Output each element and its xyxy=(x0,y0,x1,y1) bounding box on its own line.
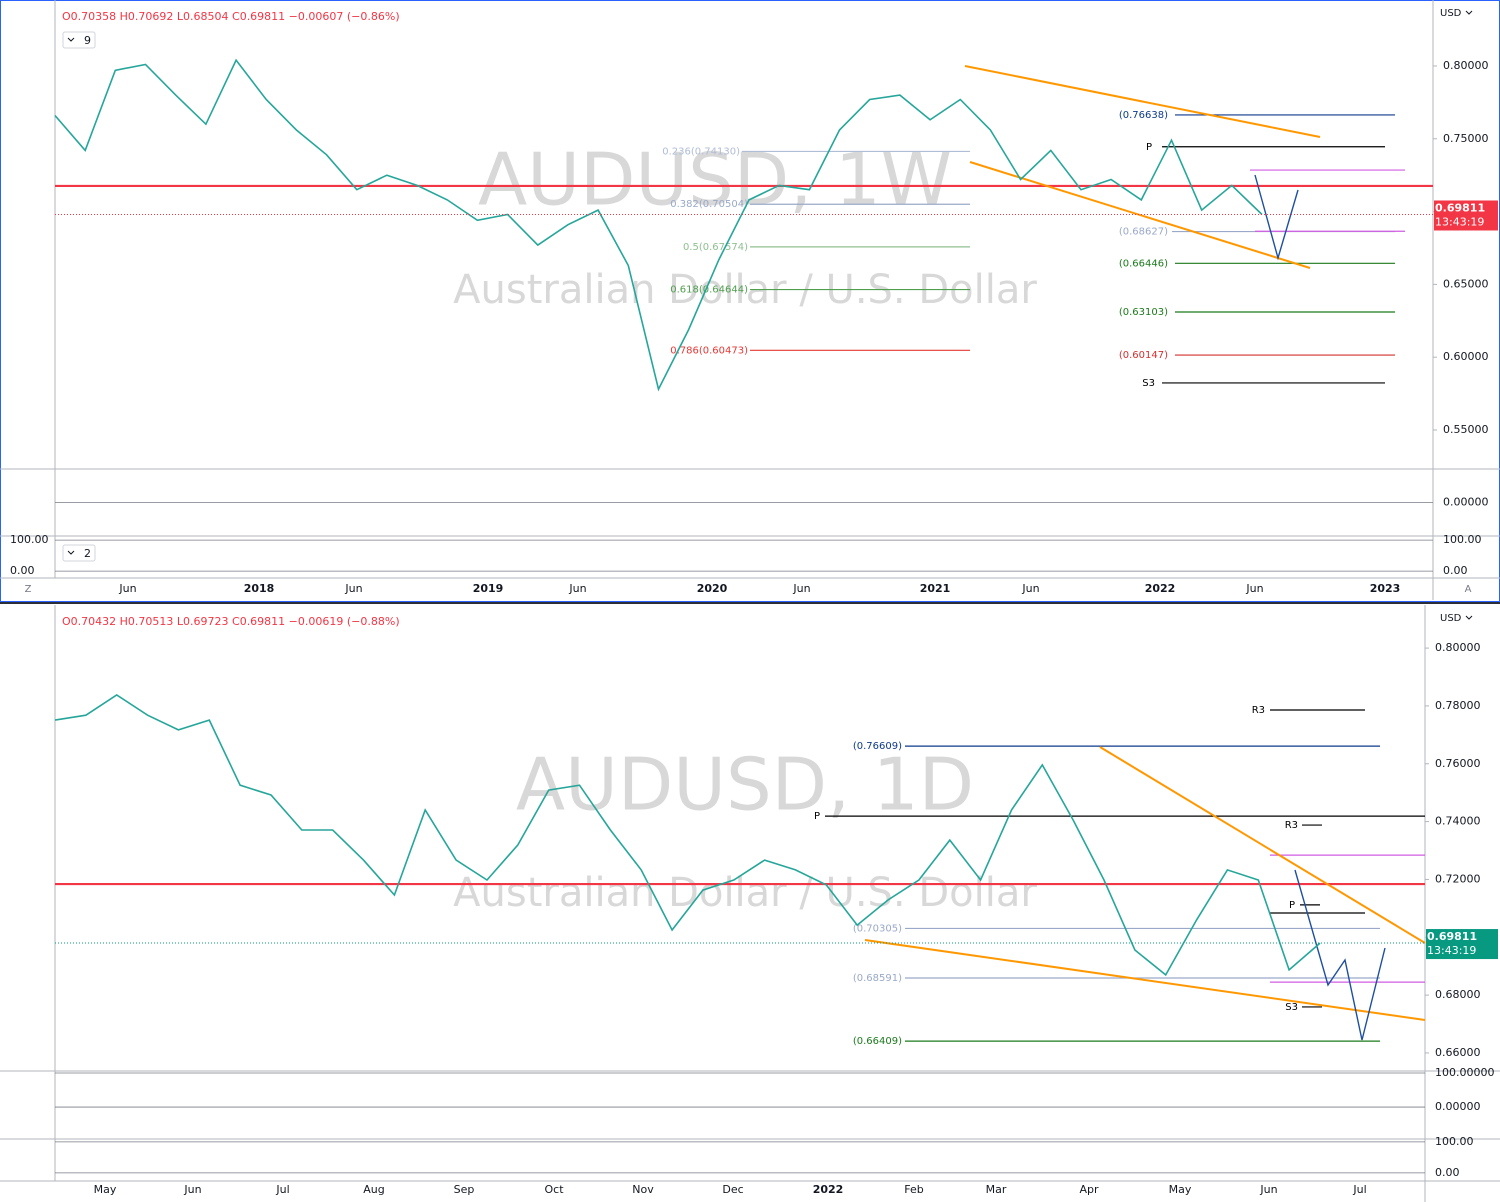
input-chevron xyxy=(67,550,75,555)
x-tick-label: Jun xyxy=(118,582,136,595)
level-label: R3 xyxy=(1285,820,1298,831)
ohlc-legend: O0.70358 H0.70692 L0.68504 C0.69811 −0.0… xyxy=(62,10,400,23)
x-tick-label: Oct xyxy=(544,1183,564,1196)
price-line xyxy=(54,693,1321,977)
x-tick-label: 2022 xyxy=(813,1183,844,1196)
input-box xyxy=(62,544,96,562)
x-tick-label: 2018 xyxy=(244,582,275,595)
toolbar-button[interactable]: Z xyxy=(25,584,32,595)
level-label: 0.5(0.67574) xyxy=(683,242,748,253)
x-tick-label: Feb xyxy=(904,1183,923,1196)
level-label: (0.76638) xyxy=(1119,110,1168,121)
y-tick-label: 0.76000 xyxy=(1435,757,1481,770)
ohlc-legend: O0.70432 H0.70513 L0.69723 C0.69811 −0.0… xyxy=(62,615,400,628)
pane-tick-label: 0.00000 xyxy=(1443,496,1489,509)
x-tick-label: 2022 xyxy=(1145,582,1176,595)
x-tick-label: 2021 xyxy=(920,582,951,595)
y-tick-label: 0.66000 xyxy=(1435,1046,1481,1059)
watermark-symbol: AUDUSD, 1D xyxy=(516,743,974,827)
currency-chevron xyxy=(1465,10,1473,15)
level-label: (0.66446) xyxy=(1119,258,1168,269)
level-label: (0.68591) xyxy=(853,973,902,984)
level-label: P xyxy=(814,811,820,822)
currency-chevron xyxy=(1465,615,1473,620)
level-label: (0.63103) xyxy=(1119,307,1168,318)
x-tick-label: Jul xyxy=(1352,1183,1366,1196)
level-label: R3 xyxy=(1252,705,1265,716)
pane-tick-label: 0.00 xyxy=(1435,1166,1460,1179)
y-tick-label: 0.74000 xyxy=(1435,815,1481,828)
x-tick-label: May xyxy=(1169,1183,1192,1196)
x-tick-label: Jun xyxy=(1021,582,1039,595)
input-chevron xyxy=(67,37,75,42)
y-tick-label: 0.75000 xyxy=(1443,132,1489,145)
last-price-box xyxy=(1426,929,1498,960)
x-tick-label: 2020 xyxy=(697,582,728,595)
trend-line xyxy=(964,65,1321,138)
pane-tick-label: 0.00 xyxy=(10,564,35,577)
level-label: P xyxy=(1146,142,1152,153)
level-label: S3 xyxy=(1285,1002,1298,1013)
y-tick-label: 0.72000 xyxy=(1435,872,1481,885)
last-price-box xyxy=(1434,200,1498,231)
projection-arrow xyxy=(1254,174,1299,261)
x-tick-label: Nov xyxy=(632,1183,654,1196)
x-tick-label: Aug xyxy=(363,1183,384,1196)
trend-line xyxy=(969,161,1311,269)
x-tick-label: Jun xyxy=(792,582,810,595)
y-tick-label: 0.65000 xyxy=(1443,277,1489,290)
currency: USD xyxy=(1440,613,1462,624)
y-tick-label: 0.78000 xyxy=(1435,699,1481,712)
trend-line xyxy=(864,939,1426,1021)
y-tick-label: 0.55000 xyxy=(1443,423,1489,436)
level-label: S3 xyxy=(1142,378,1155,389)
indicator-input: 9 xyxy=(84,34,91,47)
y-tick-label: 0.80000 xyxy=(1435,641,1481,654)
countdown: 13:43:19 xyxy=(1427,944,1476,957)
x-tick-label: Jul xyxy=(275,1183,289,1196)
indicator-input: 2 xyxy=(84,547,91,560)
x-tick-label: Jun xyxy=(568,582,586,595)
y-tick-label: 0.68000 xyxy=(1435,988,1481,1001)
pane-tick-label: 0.00 xyxy=(1443,564,1468,577)
x-tick-label: Jun xyxy=(344,582,362,595)
level-label: P xyxy=(1289,900,1295,911)
level-label: 0.236(0.74130) xyxy=(662,146,740,157)
x-tick-label: Sep xyxy=(454,1183,475,1196)
price-line xyxy=(54,58,1263,392)
pane-tick-label: 100.00 xyxy=(1435,1135,1474,1148)
x-tick-label: Jun xyxy=(183,1183,201,1196)
level-label: (0.66409) xyxy=(853,1036,902,1047)
x-tick-label: 2023 xyxy=(1370,582,1401,595)
pane-tick-label: 100.00000 xyxy=(1435,1066,1495,1079)
level-label: (0.68627) xyxy=(1119,227,1168,238)
toolbar-button[interactable]: A xyxy=(1465,584,1472,595)
last-price-label: 0.69811 xyxy=(1427,930,1477,943)
currency: USD xyxy=(1440,8,1462,19)
x-tick-label: Dec xyxy=(722,1183,743,1196)
level-label: 0.382(0.70504) xyxy=(670,199,748,210)
x-tick-label: Mar xyxy=(986,1183,1007,1196)
trend-line xyxy=(1099,746,1426,944)
x-tick-label: 2019 xyxy=(473,582,504,595)
x-tick-label: Jun xyxy=(1245,582,1263,595)
pane-tick-label: 100.00 xyxy=(1443,533,1482,546)
y-tick-label: 0.60000 xyxy=(1443,350,1489,363)
x-tick-label: May xyxy=(94,1183,117,1196)
level-label: 0.618(0.64644) xyxy=(670,285,748,296)
level-label: 0.786(0.60473) xyxy=(670,345,748,356)
last-price-label: 0.69811 xyxy=(1435,201,1485,214)
x-tick-label: Jun xyxy=(1259,1183,1277,1196)
level-label: (0.70305) xyxy=(853,923,902,934)
y-tick-label: 0.80000 xyxy=(1443,59,1489,72)
level-label: (0.60147) xyxy=(1119,350,1168,361)
countdown: 13:43:19 xyxy=(1435,215,1484,228)
level-label: (0.76609) xyxy=(853,741,902,752)
watermark-subtitle: Australian Dollar / U.S. Dollar xyxy=(453,870,1037,916)
input-box xyxy=(62,31,96,49)
pane-tick-label: 0.00000 xyxy=(1435,1100,1481,1113)
pane-tick-label: 100.00 xyxy=(10,533,49,546)
x-tick-label: Apr xyxy=(1079,1183,1099,1196)
